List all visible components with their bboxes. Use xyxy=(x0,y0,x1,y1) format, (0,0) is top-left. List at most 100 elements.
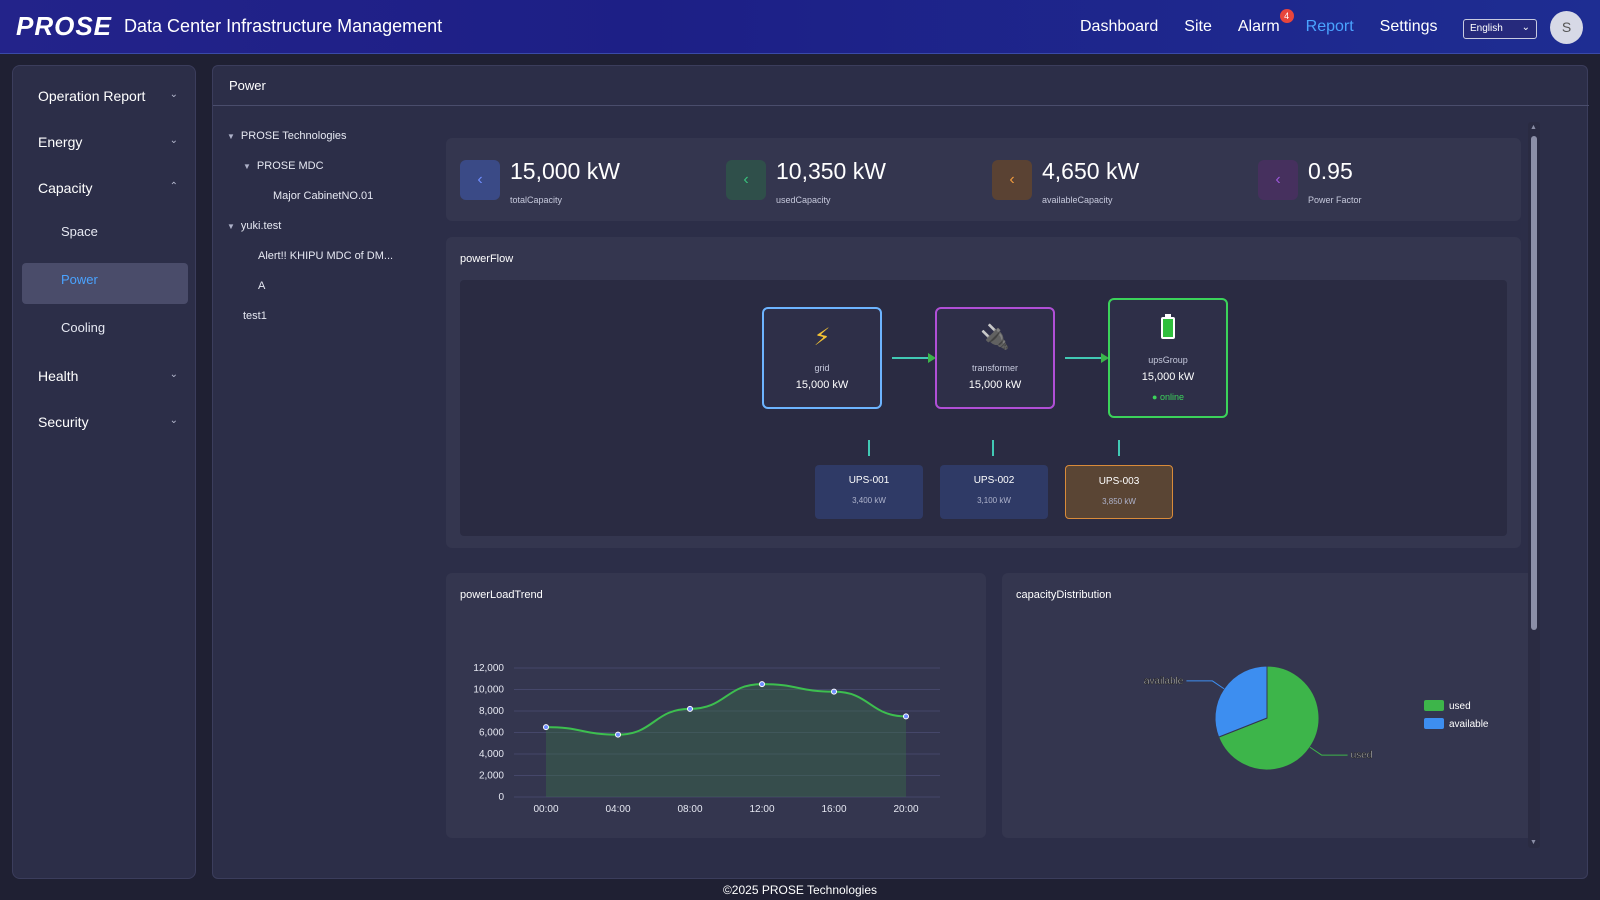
main-panel: Power ▼ PROSE Technologies ▼ PROSE MDC Maj… xyxy=(212,65,1589,879)
tree-node-major-cabinet[interactable]: Major CabinetNO.01 xyxy=(273,190,374,202)
caret-down-icon: ▼ xyxy=(227,132,235,141)
stat-label: totalCapacity xyxy=(510,195,563,205)
power-flow-card: powerFlow ⚡ grid 15,000 kW 🔌 transformer… xyxy=(446,237,1521,548)
tree-node-test1[interactable]: test1 xyxy=(243,310,267,322)
ups-value: 3,850 kW xyxy=(1102,497,1136,506)
transformer-name: transformer xyxy=(971,363,1018,373)
chevron-up-icon: ⌃ xyxy=(169,181,178,192)
stat-value: 0.95 xyxy=(1308,158,1353,184)
grid-node[interactable]: ⚡ grid 15,000 kW xyxy=(762,307,882,409)
nav-alarm-label: Alarm xyxy=(1237,18,1280,35)
x-tick-label: 20:00 xyxy=(893,804,918,815)
x-tick-label: 08:00 xyxy=(677,804,702,815)
connector-line xyxy=(992,440,994,456)
legend-label: used xyxy=(1449,701,1471,712)
grid-name: grid xyxy=(814,363,830,373)
sidebar: Operation Report ⌄ Energy ⌄ Capacity ⌃ S… xyxy=(12,65,196,879)
ups-name: UPS-001 xyxy=(848,475,890,486)
chevron-left-icon: ‹ xyxy=(992,160,1032,200)
sidebar-item-label: Operation Report xyxy=(38,88,146,104)
chevron-down-icon: ⌄ xyxy=(169,135,178,146)
ups-value: 3,400 kW xyxy=(852,496,886,505)
ups-group-value: 15,000 kW xyxy=(1141,371,1195,383)
stat-label: availableCapacity xyxy=(1042,195,1113,205)
sidebar-item-security[interactable]: Security ⌄ xyxy=(38,414,178,430)
tree-node-label: yuki.test xyxy=(240,220,282,232)
connector-line xyxy=(868,440,870,456)
tree-node-prose-mdc[interactable]: ▼ PROSE MDC xyxy=(243,160,324,172)
chevron-down-icon: ⌄ xyxy=(169,89,178,100)
y-tick-label: 4,000 xyxy=(479,749,504,760)
y-tick-label: 0 xyxy=(498,792,504,803)
tree-node-label: PROSE Technologies xyxy=(240,130,347,142)
user-avatar[interactable]: S xyxy=(1550,11,1583,44)
sidebar-item-energy[interactable]: Energy ⌄ xyxy=(38,134,178,150)
data-point xyxy=(687,705,693,712)
page-title: Power xyxy=(229,78,266,93)
connector-line xyxy=(1118,440,1120,456)
transformer-node[interactable]: 🔌 transformer 15,000 kW xyxy=(935,307,1055,409)
capacity-distribution-card: capacityDistribution used available used av… xyxy=(1002,573,1539,838)
section-title: capacityDistribution xyxy=(1016,589,1112,601)
section-title: powerLoadTrend xyxy=(460,589,543,601)
ups-status: ● online xyxy=(1110,392,1226,402)
nav-site[interactable]: Site xyxy=(1184,18,1212,35)
ups-value: 3,100 kW xyxy=(977,496,1011,505)
chevron-down-icon: ⌄ xyxy=(169,369,178,380)
legend-label: available xyxy=(1449,719,1489,730)
nav-settings[interactable]: Settings xyxy=(1379,18,1438,35)
pie-label-line xyxy=(1309,746,1348,756)
sidebar-item-label: Security xyxy=(38,414,89,430)
tree-node-a[interactable]: A xyxy=(258,280,266,292)
y-tick-label: 10,000 xyxy=(473,685,504,696)
caret-down-icon: ▼ xyxy=(243,162,251,171)
chevron-left-icon: ‹ xyxy=(460,160,500,200)
ups-unit-003[interactable]: UPS-003 3,850 kW xyxy=(1065,465,1173,519)
sidebar-subitem-cooling[interactable]: Cooling xyxy=(61,320,106,335)
tree-node-label: PROSE MDC xyxy=(256,160,324,172)
title-divider xyxy=(213,105,1589,106)
sidebar-item-capacity[interactable]: Capacity ⌃ xyxy=(38,180,178,196)
ups-group-name: upsGroup xyxy=(1148,355,1188,365)
sidebar-item-label: Health xyxy=(38,368,79,384)
ups-name: UPS-003 xyxy=(1098,476,1140,487)
power-flow-diagram: ⚡ grid 15,000 kW 🔌 transformer 15,000 kW… xyxy=(460,280,1507,536)
stat-label: usedCapacity xyxy=(776,195,831,205)
flow-arrow xyxy=(892,353,936,363)
ups-unit-001[interactable]: UPS-001 3,400 kW xyxy=(815,465,923,519)
tree-node-yuki-test[interactable]: ▼ yuki.test xyxy=(227,220,281,232)
sidebar-subitem-space[interactable]: Space xyxy=(61,224,98,239)
stats-card: ‹ 15,000 kW totalCapacity ‹ 10,350 kW us… xyxy=(446,138,1521,221)
ups-name: UPS-002 xyxy=(973,475,1015,486)
x-tick-label: 16:00 xyxy=(821,804,846,815)
ups-status-label: online xyxy=(1159,392,1184,402)
online-dot-icon: ● xyxy=(1152,392,1158,402)
ups-group-node[interactable]: upsGroup 15,000 kW ● online xyxy=(1108,298,1228,418)
prose-logo[interactable]: PROSE xyxy=(16,11,113,41)
scroll-thumb[interactable] xyxy=(1531,136,1537,630)
footer-copyright: ©2025 PROSE Technologies xyxy=(722,883,878,897)
plug-icon: 🔌 xyxy=(980,324,1010,351)
main-nav: Dashboard Site Alarm 4 Report Settings xyxy=(1080,0,1463,54)
nav-alarm[interactable]: Alarm 4 xyxy=(1237,9,1294,36)
language-select[interactable]: English ⌄ xyxy=(1463,19,1537,39)
y-tick-label: 12,000 xyxy=(473,663,504,674)
content-scrollbar[interactable]: ▲ ▼ xyxy=(1528,122,1540,848)
scroll-up-icon[interactable]: ▲ xyxy=(1530,124,1537,131)
sidebar-item-health[interactable]: Health ⌄ xyxy=(38,368,178,384)
nav-report[interactable]: Report xyxy=(1305,18,1354,35)
sidebar-item-operation-report[interactable]: Operation Report ⌄ xyxy=(38,88,178,104)
legend-swatch xyxy=(1424,700,1444,711)
sidebar-subitem-power[interactable]: Power xyxy=(61,272,98,287)
legend-swatch xyxy=(1424,718,1444,729)
nav-dashboard[interactable]: Dashboard xyxy=(1080,18,1159,35)
scroll-down-icon[interactable]: ▼ xyxy=(1530,839,1537,846)
y-tick-label: 8,000 xyxy=(479,706,504,717)
tree-node-prose-technologies[interactable]: ▼ PROSE Technologies xyxy=(227,130,347,142)
tree-node-alert-khipu[interactable]: Alert!! KHIPU MDC of DM... xyxy=(258,250,394,262)
battery-icon xyxy=(1110,314,1226,347)
stat-value: 10,350 kW xyxy=(776,158,886,184)
ups-unit-002[interactable]: UPS-002 3,100 kW xyxy=(940,465,1048,519)
sidebar-item-label: Energy xyxy=(38,134,83,150)
pie-label-line xyxy=(1186,680,1225,690)
